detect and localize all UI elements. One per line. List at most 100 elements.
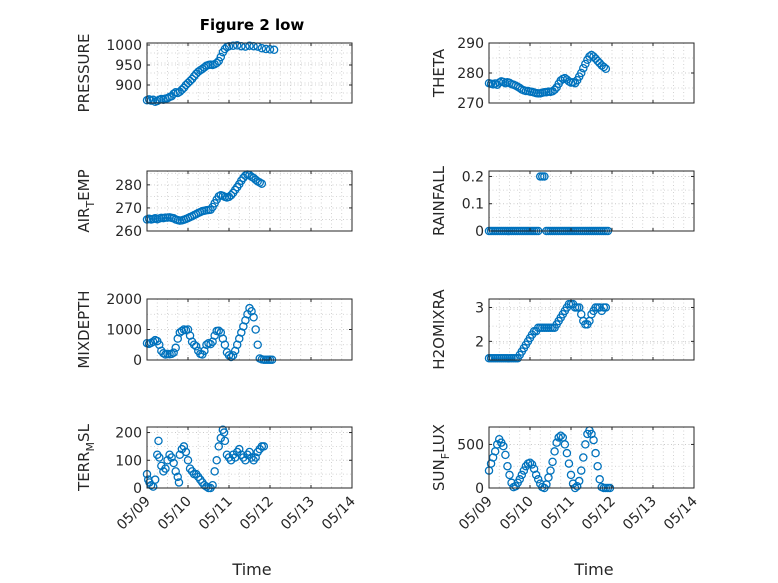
y-tick-label: 0.2 — [462, 169, 484, 185]
data-point — [179, 442, 189, 451]
y-tick-label: 280 — [115, 178, 142, 194]
data-point — [564, 459, 574, 468]
y-tick-label: 2000 — [106, 292, 142, 308]
x-tick-label: 05/09 — [114, 494, 154, 534]
y-tick-label: 270 — [115, 201, 142, 217]
data-point — [155, 453, 164, 462]
data-point — [261, 44, 271, 54]
data-point — [577, 466, 586, 475]
data-point — [581, 440, 590, 449]
y-tick-label: 0 — [475, 481, 484, 497]
data-point — [560, 440, 570, 449]
data-point — [228, 351, 238, 360]
data-point — [546, 466, 555, 475]
y-tick-label: 1000 — [106, 38, 142, 54]
data-point — [527, 460, 537, 469]
y-axis-label-pressure: PRESSURE — [75, 34, 93, 113]
y-tick-label: 270 — [457, 96, 484, 112]
data-point — [589, 435, 598, 445]
data-point — [154, 436, 163, 446]
x-tick-label: 05/10 — [497, 494, 537, 534]
data-point — [214, 442, 223, 451]
y-label-subscript: T — [84, 201, 97, 209]
data-point — [525, 458, 535, 467]
y-label-subscript: M — [84, 442, 97, 452]
data-point — [517, 470, 527, 480]
data-point — [531, 470, 541, 480]
data-point — [234, 444, 244, 454]
data-point — [562, 448, 572, 458]
panel-pressure: 900 950 1000 PRESSURE — [75, 34, 353, 113]
data-point — [214, 326, 223, 335]
x-tick-label: 05/13 — [620, 494, 660, 534]
data-point — [171, 343, 180, 353]
data-point — [232, 41, 242, 50]
axes-frame-air-temp — [146, 170, 353, 232]
data-point — [251, 453, 260, 462]
data-point — [226, 190, 236, 200]
data-point — [245, 41, 254, 51]
data-point — [579, 453, 588, 462]
axes-background-sun-flux — [488, 426, 695, 489]
data-point — [249, 313, 258, 322]
panel-mixdepth: 0 1000 2000 MIXDEPTH — [75, 290, 353, 369]
x-axis-label-left: Time — [231, 560, 271, 579]
data-point — [214, 56, 223, 66]
y-tick-label: 0 — [133, 481, 142, 497]
data-point — [259, 442, 269, 451]
y-label-rest: EMP — [75, 169, 93, 200]
y-tick-label: 0.1 — [462, 197, 484, 213]
data-point — [499, 441, 508, 451]
y-label-main: RAINFALL — [430, 165, 448, 236]
axes-frame-pressure — [146, 42, 353, 104]
y-label-subscript: F — [439, 453, 452, 459]
x-tick-label: 05/09 — [456, 494, 496, 534]
data-point — [515, 475, 525, 484]
y-label-main: MIXDEPTH — [75, 290, 93, 368]
y-label-main: THETA — [430, 48, 448, 98]
x-axis-label-right: Time — [573, 560, 613, 579]
y-tick-label: 3 — [475, 300, 484, 316]
y-tick-label: 280 — [457, 66, 484, 82]
y-axis-label-rainfall: RAINFALL — [430, 165, 448, 236]
data-point — [601, 303, 611, 312]
axes-frame-terr-msl — [146, 426, 353, 489]
data-point — [171, 467, 180, 476]
data-point — [216, 52, 226, 62]
data-point — [212, 58, 221, 68]
axes-frame-sun-flux — [488, 426, 695, 489]
data-point — [492, 440, 502, 449]
data-point — [591, 448, 600, 458]
y-label-main: TERR — [75, 451, 93, 492]
data-point — [167, 453, 176, 462]
x-tick-label: 05/11 — [538, 494, 578, 534]
y-label-main: PRESSURE — [75, 34, 93, 113]
x-tick-label: 05/12 — [237, 494, 277, 534]
data-point — [177, 85, 187, 95]
panel-terr-msl: 0 100 200 05/09 05/10 05/11 05/12 05/13 05/14 TER… — [75, 423, 359, 533]
x-tick-label: 05/11 — [196, 494, 236, 534]
panel-air-temp: 260 270 280 AIRTEMP — [75, 169, 353, 240]
data-point — [220, 436, 230, 446]
data-point — [505, 470, 514, 480]
y-tick-label: 1000 — [106, 323, 142, 339]
data-point — [533, 475, 543, 484]
data-point — [503, 461, 512, 471]
y-tick-label: 200 — [115, 426, 142, 442]
data-point — [226, 352, 236, 362]
data-point — [181, 447, 191, 457]
data-point — [185, 76, 195, 86]
data-point — [210, 467, 219, 476]
data-point — [593, 461, 602, 471]
data-point — [519, 466, 529, 475]
y-label-main: AIR — [75, 208, 93, 233]
y-tick-label: 260 — [115, 224, 142, 240]
data-point — [269, 45, 279, 55]
y-label-main: SUN — [430, 459, 448, 491]
data-point — [540, 172, 549, 181]
y-tick-label: 900 — [115, 78, 142, 94]
data-point — [550, 447, 559, 456]
data-point — [169, 348, 178, 357]
